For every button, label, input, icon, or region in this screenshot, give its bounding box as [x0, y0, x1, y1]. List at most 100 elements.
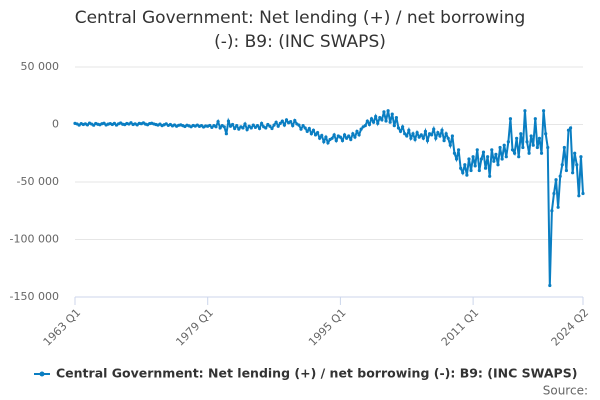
x-tick-label: 2011 Q1 — [439, 306, 482, 349]
data-point — [351, 132, 355, 136]
data-point — [436, 130, 440, 135]
data-point — [421, 136, 425, 140]
y-tick-label: 0 — [52, 118, 59, 131]
data-point — [363, 124, 367, 128]
data-point — [241, 126, 245, 130]
data-point — [322, 140, 326, 144]
data-point — [477, 168, 481, 173]
data-point — [334, 139, 338, 143]
data-point — [235, 124, 239, 128]
data-point — [280, 119, 284, 123]
legend-label: Central Government: Net lending (+) / ne… — [56, 366, 577, 381]
data-line — [74, 110, 584, 286]
data-point — [492, 159, 496, 163]
data-point — [407, 128, 411, 132]
data-point — [315, 130, 320, 135]
data-point — [535, 145, 539, 150]
data-point — [340, 139, 345, 143]
data-point — [257, 126, 262, 131]
y-tick-label: -50 000 — [17, 175, 59, 188]
data-point — [506, 140, 510, 144]
data-point — [568, 126, 573, 130]
data-point — [440, 128, 444, 132]
data-point — [378, 116, 382, 120]
data-point — [525, 140, 529, 144]
data-point — [479, 157, 483, 161]
data-point — [571, 171, 575, 175]
data-point — [413, 137, 417, 142]
data-point — [355, 129, 359, 133]
y-tick-label: -150 000 — [10, 290, 59, 303]
data-point — [218, 126, 222, 130]
y-tick-label: 50 000 — [21, 60, 60, 73]
data-point — [579, 155, 583, 159]
data-point — [382, 110, 386, 114]
data-point — [276, 124, 280, 128]
data-point — [369, 117, 374, 121]
data-point — [508, 117, 513, 121]
data-point — [577, 194, 581, 198]
data-point — [423, 129, 428, 133]
data-point — [297, 123, 301, 127]
data-point — [546, 145, 550, 150]
data-point — [299, 127, 303, 131]
data-point — [371, 120, 376, 124]
data-point — [566, 128, 571, 132]
data-point — [233, 126, 237, 131]
data-point — [365, 119, 369, 123]
data-point — [208, 123, 212, 128]
data-point — [282, 123, 287, 127]
data-point — [517, 155, 521, 159]
data-point — [452, 151, 457, 155]
data-point — [542, 109, 546, 113]
data-point — [405, 134, 409, 138]
data-point — [430, 133, 434, 137]
data-point — [475, 148, 479, 152]
data-point — [558, 174, 562, 178]
x-tick-label: 1963 Q1 — [41, 306, 84, 349]
data-point — [550, 209, 554, 213]
data-point — [313, 133, 318, 137]
data-point — [278, 121, 282, 125]
data-point — [249, 126, 253, 130]
data-point — [338, 135, 343, 139]
data-point — [398, 129, 403, 133]
data-point — [284, 118, 289, 122]
chart-title: Central Government: Net lending (+) / ne… — [74, 8, 526, 52]
data-point — [411, 132, 415, 136]
data-point — [415, 130, 419, 135]
data-point — [510, 148, 515, 152]
data-point — [419, 133, 423, 137]
data-point — [556, 205, 560, 209]
data-point — [214, 125, 218, 129]
data-point — [531, 143, 535, 147]
data-point — [345, 136, 349, 140]
data-point — [390, 112, 394, 116]
data-point — [488, 174, 492, 178]
data-point — [539, 151, 544, 155]
data-point — [562, 145, 566, 150]
data-point — [243, 122, 247, 126]
data-point — [523, 109, 527, 113]
data-point — [216, 120, 220, 124]
data-point — [384, 119, 388, 123]
data-point — [251, 123, 255, 127]
data-point — [255, 124, 260, 128]
data-point — [446, 136, 450, 140]
data-point — [494, 152, 498, 156]
data-point — [496, 163, 500, 167]
data-point — [533, 117, 537, 121]
data-point — [330, 136, 334, 140]
data-point — [349, 137, 353, 142]
data-point — [581, 191, 585, 196]
data-point — [461, 171, 465, 175]
data-point — [311, 128, 316, 132]
data-point — [573, 151, 577, 155]
data-point — [527, 151, 531, 155]
data-point — [521, 145, 525, 150]
data-point — [401, 125, 405, 129]
data-point — [237, 127, 241, 131]
data-point — [394, 116, 398, 120]
